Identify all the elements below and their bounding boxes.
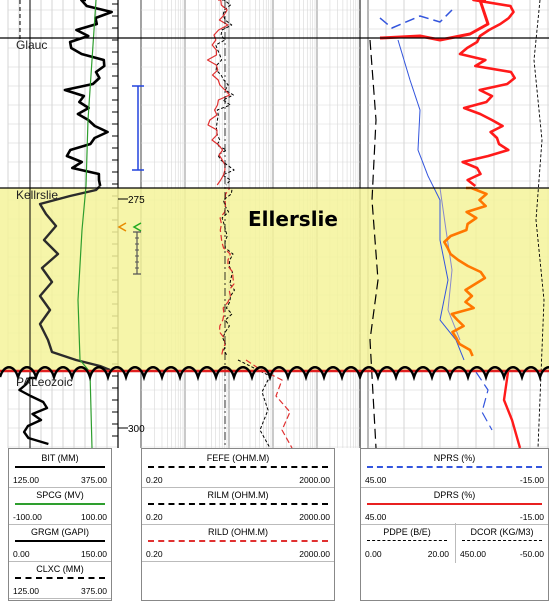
scale-max: -15.00 xyxy=(519,475,544,485)
curve-name: GRGM (GAPI) xyxy=(31,527,89,537)
curve-line-sample xyxy=(15,503,105,505)
curve-header-cell[interactable]: DPRS (%) 45.00 -15.00 xyxy=(361,486,548,526)
scale-max: -15.00 xyxy=(519,512,544,522)
curve-line-sample xyxy=(462,540,542,541)
curve-name: PDPE (B/E) xyxy=(383,527,431,537)
cell-divider xyxy=(142,561,334,562)
curve-line-sample xyxy=(148,503,328,505)
scale-min: 45.00 xyxy=(365,512,387,522)
curve-header-cell[interactable]: SPCG (MV) -100.00 100.00 xyxy=(9,486,111,526)
scale-max: -50.00 xyxy=(519,549,544,559)
track2-header: FEFE (OHM.M) 0.20 2000.00 RILM (OHM.M) 0.20 2… xyxy=(141,448,335,601)
scale-min: 45.00 xyxy=(365,475,387,485)
core-interval-bracket[interactable] xyxy=(132,85,144,171)
curve-name: DCOR (KG/M3) xyxy=(470,527,534,537)
curve-name: RILD (OHM.M) xyxy=(208,527,268,537)
curve-line-sample xyxy=(15,466,105,468)
top-label-paleozoic: PALeozoic xyxy=(16,375,72,389)
track1-header: BIT (MM) 125.00 375.00 SPCG (MV) -100.00 100.… xyxy=(8,448,112,601)
top-label-glauc: Glauc xyxy=(16,38,47,52)
scale-max: 20.00 xyxy=(427,549,449,559)
curve-line-sample xyxy=(148,466,328,468)
track3-header: NPRS (%) 45.00 -15.00 DPRS (%) 45.00 -15.00 PD… xyxy=(360,448,549,601)
scale-max: 100.00 xyxy=(81,512,107,522)
depth-label-300: 300 xyxy=(128,424,145,435)
curve-header-cell[interactable]: DCOR (KG/M3) 450.00 -50.00 xyxy=(455,523,548,563)
scale-max: 375.00 xyxy=(81,586,107,596)
cell-divider xyxy=(361,487,548,488)
scale-max: 2000.00 xyxy=(299,512,330,522)
log-curves xyxy=(18,0,545,448)
scale-max: 2000.00 xyxy=(299,549,330,559)
depth-label-275: 275 xyxy=(128,195,145,206)
curve-name: CLXC (MM) xyxy=(36,564,84,574)
curve-name: RILM (OHM.M) xyxy=(207,490,269,500)
curve-header-cell[interactable]: CLXC (MM) 125.00 375.00 xyxy=(9,560,111,600)
curve-name: DPRS (%) xyxy=(433,490,476,500)
scale-max: 375.00 xyxy=(81,475,107,485)
curve-header-cell[interactable]: BIT (MM) 125.00 375.00 xyxy=(9,449,111,489)
curve-line-sample xyxy=(367,503,542,505)
scale-min: 0.20 xyxy=(146,549,163,559)
cell-divider xyxy=(9,524,111,525)
curve-name: SPCG (MV) xyxy=(36,490,84,500)
cell-divider xyxy=(9,487,111,488)
cell-divider xyxy=(9,598,111,599)
curve-header-cell[interactable]: GRGM (GAPI) 0.00 150.00 xyxy=(9,523,111,563)
scale-min: 0.20 xyxy=(146,512,163,522)
curve-line-sample xyxy=(15,577,105,579)
zone-label: Ellerslie xyxy=(248,207,338,231)
curve-header-cell[interactable]: NPRS (%) 45.00 -15.00 xyxy=(361,449,548,489)
top-label-ellerslie: Kellrslie xyxy=(16,188,58,202)
curve-line-sample xyxy=(367,466,542,468)
scale-min: 0.00 xyxy=(13,549,30,559)
scale-min: 0.00 xyxy=(365,549,382,559)
scale-max: 150.00 xyxy=(81,549,107,559)
curve-line-sample xyxy=(367,540,447,541)
cell-divider xyxy=(142,524,334,525)
cell-divider xyxy=(9,561,111,562)
scale-min: 125.00 xyxy=(13,475,39,485)
scale-min: 0.20 xyxy=(146,475,163,485)
sample-marker[interactable] xyxy=(117,222,142,275)
cell-divider xyxy=(361,524,548,525)
curve-header-cell[interactable]: PDPE (B/E) 0.00 20.00 xyxy=(361,523,453,563)
curve-name: NPRS (%) xyxy=(433,453,476,463)
curve-line-sample xyxy=(148,540,328,542)
scale-min: -100.00 xyxy=(13,512,42,522)
curve-header-cell[interactable]: FEFE (OHM.M) 0.20 2000.00 xyxy=(142,449,334,489)
cell-divider xyxy=(142,487,334,488)
well-log-canvas[interactable]: Glauc Kellrslie PALeozoic Ellerslie 275 … xyxy=(0,0,549,448)
curve-header-cell[interactable]: RILD (OHM.M) 0.20 2000.00 xyxy=(142,523,334,563)
unconformity-wave xyxy=(0,366,549,382)
curve-line-sample xyxy=(15,540,105,542)
scale-min: 450.00 xyxy=(460,549,486,559)
scale-max: 2000.00 xyxy=(299,475,330,485)
curve-header-cell[interactable]: RILM (OHM.M) 0.20 2000.00 xyxy=(142,486,334,526)
curve-name: FEFE (OHM.M) xyxy=(206,453,270,463)
curve-name: BIT (MM) xyxy=(41,453,79,463)
scale-min: 125.00 xyxy=(13,586,39,596)
